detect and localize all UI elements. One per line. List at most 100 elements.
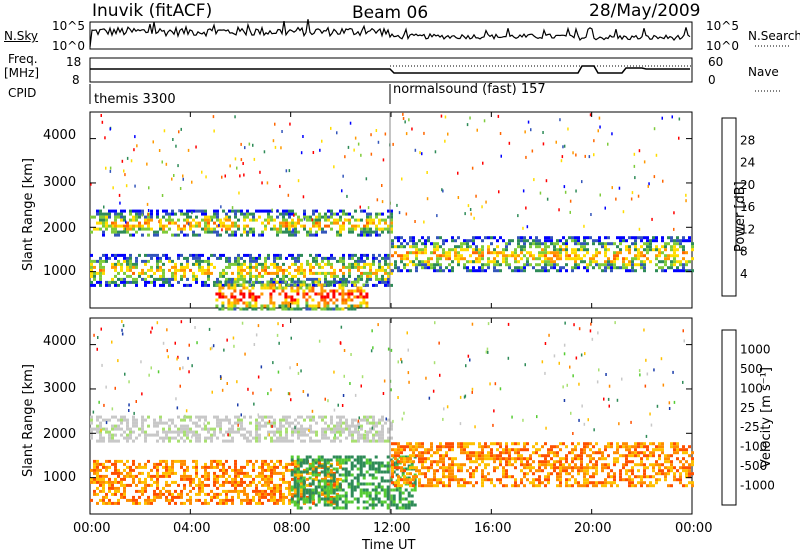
v-speck	[236, 380, 238, 384]
p-cell	[607, 242, 610, 246]
p-cell	[138, 271, 141, 275]
v-cell	[481, 481, 484, 485]
v-speck	[277, 322, 279, 326]
v-cell	[406, 442, 409, 446]
v-cell	[123, 474, 126, 478]
v-cell	[374, 470, 378, 474]
nsky-line	[89, 19, 691, 48]
v-cell	[231, 501, 234, 505]
v-cell	[377, 485, 381, 489]
p-cell	[305, 283, 309, 287]
v-cell	[676, 445, 679, 449]
p-cell	[375, 215, 378, 219]
v-cell	[601, 451, 604, 455]
v-cell	[565, 460, 568, 464]
p-cell	[297, 268, 300, 272]
p-cell	[299, 286, 303, 290]
p-cell	[369, 227, 372, 231]
p-cell	[359, 295, 363, 299]
v-cell	[299, 497, 303, 501]
v-cell	[332, 473, 336, 477]
p-cell	[285, 209, 288, 213]
p-cell	[218, 286, 222, 290]
p-cell	[93, 227, 96, 231]
p-speck	[508, 141, 511, 145]
v-cell	[216, 436, 219, 440]
v-cell	[225, 477, 228, 481]
p-cell	[421, 242, 424, 246]
v-cell	[451, 475, 454, 479]
p-cell	[282, 209, 285, 213]
p-cell	[279, 212, 282, 216]
p-cell	[339, 218, 342, 222]
p-cell	[294, 227, 297, 231]
v-cell	[568, 466, 571, 470]
p-cell	[189, 227, 192, 231]
v-cell	[99, 415, 102, 419]
v-cell	[195, 498, 198, 502]
p-cell	[496, 251, 499, 255]
p-cell	[350, 298, 354, 302]
p-cell	[619, 236, 622, 240]
v-cell	[541, 460, 544, 464]
v-cell	[290, 497, 294, 501]
v-cell	[583, 475, 586, 479]
v-cell	[323, 464, 327, 468]
p-cell	[580, 257, 583, 261]
v-cell	[309, 471, 312, 475]
p-cell	[532, 242, 535, 246]
p-speck	[303, 217, 306, 221]
p-cell	[384, 221, 387, 225]
p-cell	[369, 271, 372, 275]
p-cell	[177, 224, 180, 228]
p-cell	[183, 265, 186, 269]
v-cell	[685, 466, 688, 470]
v-cell	[117, 474, 120, 478]
v-cell	[126, 483, 129, 487]
p-cell	[225, 230, 228, 234]
v-cell	[105, 430, 108, 434]
v-cell	[484, 454, 487, 458]
p-speck	[423, 131, 425, 135]
p-cell	[601, 245, 604, 249]
v-cell	[282, 439, 285, 443]
p-cell	[508, 263, 511, 267]
p-cell	[207, 230, 210, 234]
p-cell	[129, 262, 132, 266]
p-cell	[550, 266, 553, 270]
v-cell	[559, 481, 562, 485]
p-cell	[123, 224, 126, 228]
p-cell	[381, 256, 384, 260]
p-cell	[493, 260, 496, 264]
v-cell	[141, 427, 144, 431]
p-speck	[611, 186, 613, 190]
p-cell	[360, 277, 363, 281]
p-cell	[150, 209, 153, 213]
v-cell	[126, 471, 129, 475]
p-cell	[297, 283, 300, 287]
v-speck	[340, 325, 343, 329]
v-cell	[279, 483, 282, 487]
v-speck	[240, 413, 242, 417]
v-cell	[222, 480, 225, 484]
p-cell	[481, 248, 484, 252]
v-cell	[314, 491, 318, 495]
v-cell	[234, 471, 237, 475]
v-cell	[613, 475, 616, 479]
p-speck	[141, 213, 144, 217]
p-cell	[661, 269, 664, 273]
v-cell	[213, 430, 216, 434]
p-cell	[406, 263, 409, 267]
p-cell	[604, 263, 607, 267]
v-cell	[225, 418, 228, 422]
v-cell	[168, 492, 171, 496]
v-cell	[607, 463, 610, 467]
v-speck	[187, 356, 189, 360]
p-speck	[414, 220, 416, 223]
v-cell	[442, 481, 445, 485]
p-cell	[583, 242, 586, 246]
p-speck	[597, 129, 599, 133]
v-cell	[526, 460, 529, 464]
p-cell	[114, 280, 117, 284]
v-cell	[279, 486, 282, 490]
